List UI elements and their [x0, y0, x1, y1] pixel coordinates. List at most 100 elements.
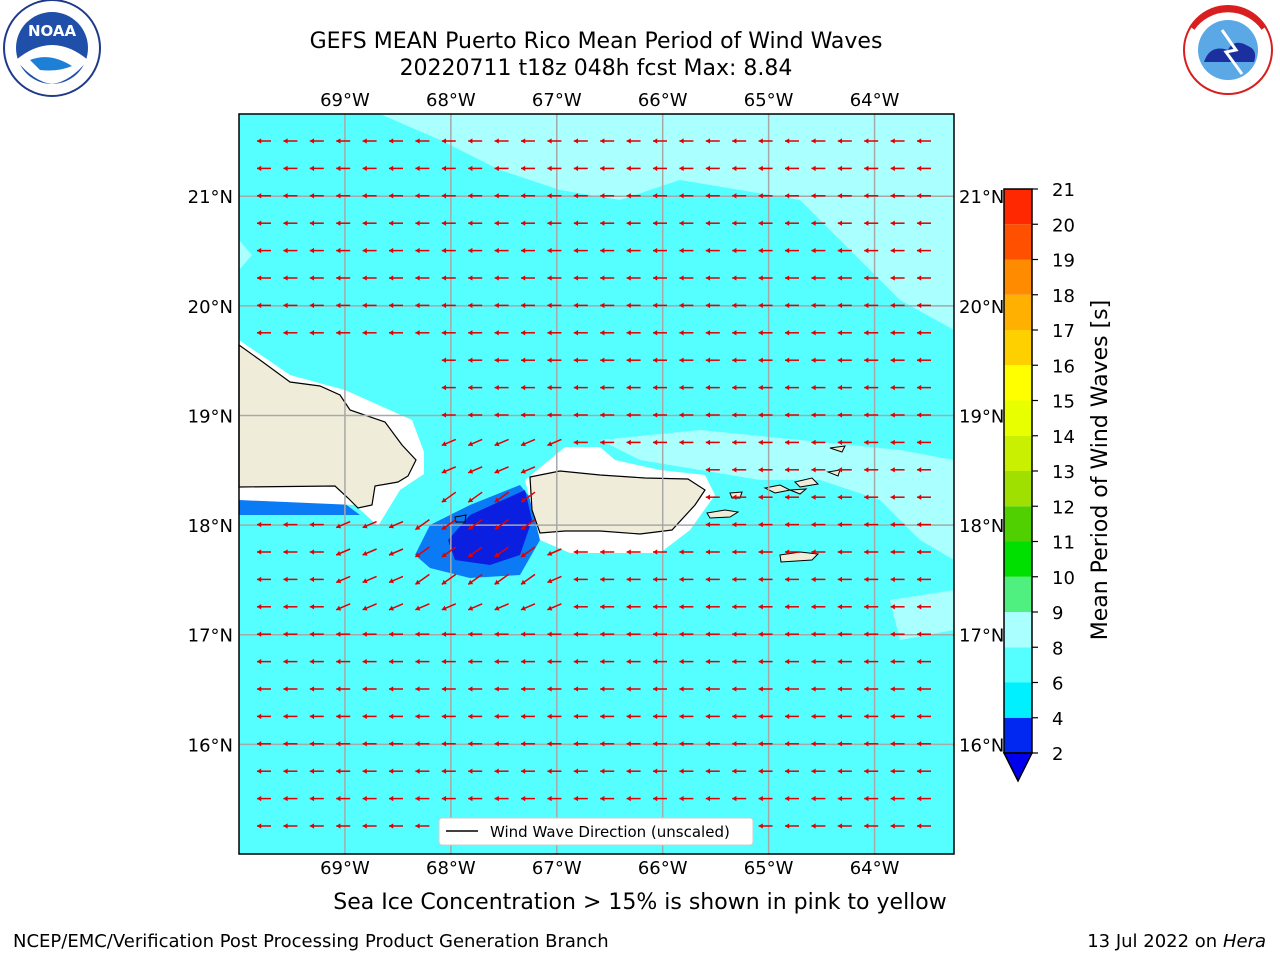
wave-direction-arrow: [573, 193, 588, 199]
wave-direction-arrow: [283, 631, 298, 637]
wave-direction-arrow: [785, 521, 799, 528]
wave-direction-arrow: [890, 412, 905, 418]
wave-direction-arrow: [705, 193, 720, 199]
wave-direction-arrow: [864, 220, 879, 226]
footer-producer: NCEP/EMC/Verification Post Processing Pr…: [13, 931, 609, 952]
wave-direction-arrow: [441, 491, 457, 503]
wave-direction-arrow: [679, 549, 694, 555]
wave-direction-arrow: [336, 302, 351, 309]
wave-direction-arrow: [283, 275, 298, 281]
wave-direction-arrow: [626, 604, 641, 610]
wave-direction-arrow: [467, 491, 483, 503]
wave-direction-arrow: [732, 576, 747, 583]
wave-direction-arrow: [547, 631, 562, 637]
wave-direction-arrow: [705, 549, 720, 555]
wave-direction-arrow: [626, 741, 641, 747]
colorbar-tick-label: 4: [1052, 709, 1063, 730]
period-8-9-region-west: [239, 240, 252, 270]
wave-direction-arrow: [837, 302, 852, 309]
wave-direction-arrow: [336, 138, 351, 144]
wave-direction-arrow: [758, 247, 773, 254]
wave-direction-arrow: [811, 275, 826, 281]
wave-direction-arrow: [890, 439, 905, 446]
wave-direction-arrow: [732, 795, 747, 802]
wave-direction-arrow: [758, 604, 773, 610]
wave-direction-arrow: [362, 165, 377, 172]
wave-direction-arrow: [785, 412, 799, 418]
wave-direction-arrow: [653, 165, 667, 172]
wave-direction-arrow: [679, 330, 694, 336]
colorbar-segment: [1004, 365, 1032, 401]
wave-direction-arrow: [864, 686, 879, 692]
wave-direction-arrow: [257, 549, 271, 555]
longitude-tick-bottom: 64°W: [850, 858, 900, 879]
wave-direction-arrow: [917, 686, 931, 692]
latitude-tick-right: 21°N: [959, 187, 1004, 208]
wave-direction-arrow: [520, 573, 536, 586]
wave-direction-arrow: [362, 247, 377, 254]
wave-direction-arrow: [864, 576, 879, 583]
wave-direction-arrow: [573, 658, 588, 665]
wave-direction-arrow: [309, 631, 324, 637]
wave-direction-arrow: [441, 658, 456, 665]
latitude-tick-right: 18°N: [959, 516, 1004, 537]
wave-direction-arrow: [864, 302, 879, 309]
wave-direction-arrow: [890, 823, 905, 829]
wave-direction-arrow: [521, 658, 535, 665]
latitude-tick-right: 17°N: [959, 626, 1004, 647]
wave-direction-arrow: [917, 768, 931, 774]
wave-direction-arrow: [626, 165, 641, 172]
wave-direction-arrow: [732, 247, 747, 254]
wave-direction-arrow: [441, 795, 456, 802]
wave-direction-arrow: [547, 247, 562, 254]
wave-direction-arrow: [309, 521, 324, 528]
wave-direction-arrow: [758, 658, 773, 665]
wave-direction-arrow: [336, 768, 351, 774]
wave-direction-arrow: [890, 741, 905, 747]
wave-direction-arrow: [336, 330, 351, 336]
wave-direction-arrow: [732, 686, 747, 692]
wave-direction-arrow: [917, 384, 931, 391]
latitude-tick-left: 18°N: [188, 516, 233, 537]
wave-direction-arrow: [811, 357, 826, 363]
wave-direction-arrow: [415, 138, 430, 144]
wave-direction-arrow: [521, 795, 535, 802]
wave-direction-arrow: [521, 193, 535, 199]
wave-direction-arrow: [362, 768, 377, 774]
map-subtitle: 20220711 t18z 048h fcst Max: 8.84: [400, 56, 793, 81]
wave-direction-arrow: [626, 576, 641, 583]
wave-direction-arrow: [415, 247, 430, 254]
wave-direction-arrow: [890, 193, 905, 199]
longitude-tick-top: 64°W: [850, 90, 900, 111]
wave-direction-arrow: [362, 193, 377, 199]
wave-direction-arrow: [573, 275, 588, 281]
wave-direction-arrow: [468, 741, 483, 747]
wave-direction-arrow: [441, 220, 456, 226]
wave-direction-arrow: [837, 384, 852, 391]
wave-direction-arrow: [494, 518, 510, 531]
wave-direction-arrow: [415, 603, 430, 611]
wave-direction-arrow: [362, 220, 377, 226]
wave-direction-arrow: [732, 193, 747, 199]
wave-direction-arrow: [837, 713, 852, 720]
footer-date-text: 13 Jul 2022 on: [1087, 931, 1223, 952]
wave-direction-arrow: [811, 576, 826, 583]
wave-direction-arrow: [837, 686, 852, 692]
wave-direction-arrow: [758, 302, 773, 309]
wave-direction-arrow: [653, 768, 667, 774]
wave-direction-arrow: [468, 357, 483, 363]
longitude-tick-bottom: 68°W: [426, 858, 476, 879]
wave-direction-arrow: [336, 741, 351, 747]
wave-direction-arrow: [917, 439, 931, 446]
wave-direction-arrow: [283, 247, 298, 254]
latitude-tick-right: 19°N: [959, 406, 1004, 427]
wave-direction-arrow: [494, 357, 509, 363]
wave-direction-arrow: [864, 795, 879, 802]
wave-direction-arrow: [705, 768, 720, 774]
wave-direction-arrow: [415, 631, 430, 637]
colorbar-segment: [1004, 647, 1032, 683]
wave-direction-arrow: [837, 658, 852, 665]
wave-direction-arrow: [520, 603, 536, 611]
wave-direction-arrow: [837, 823, 852, 829]
wave-direction-arrow: [758, 823, 773, 829]
